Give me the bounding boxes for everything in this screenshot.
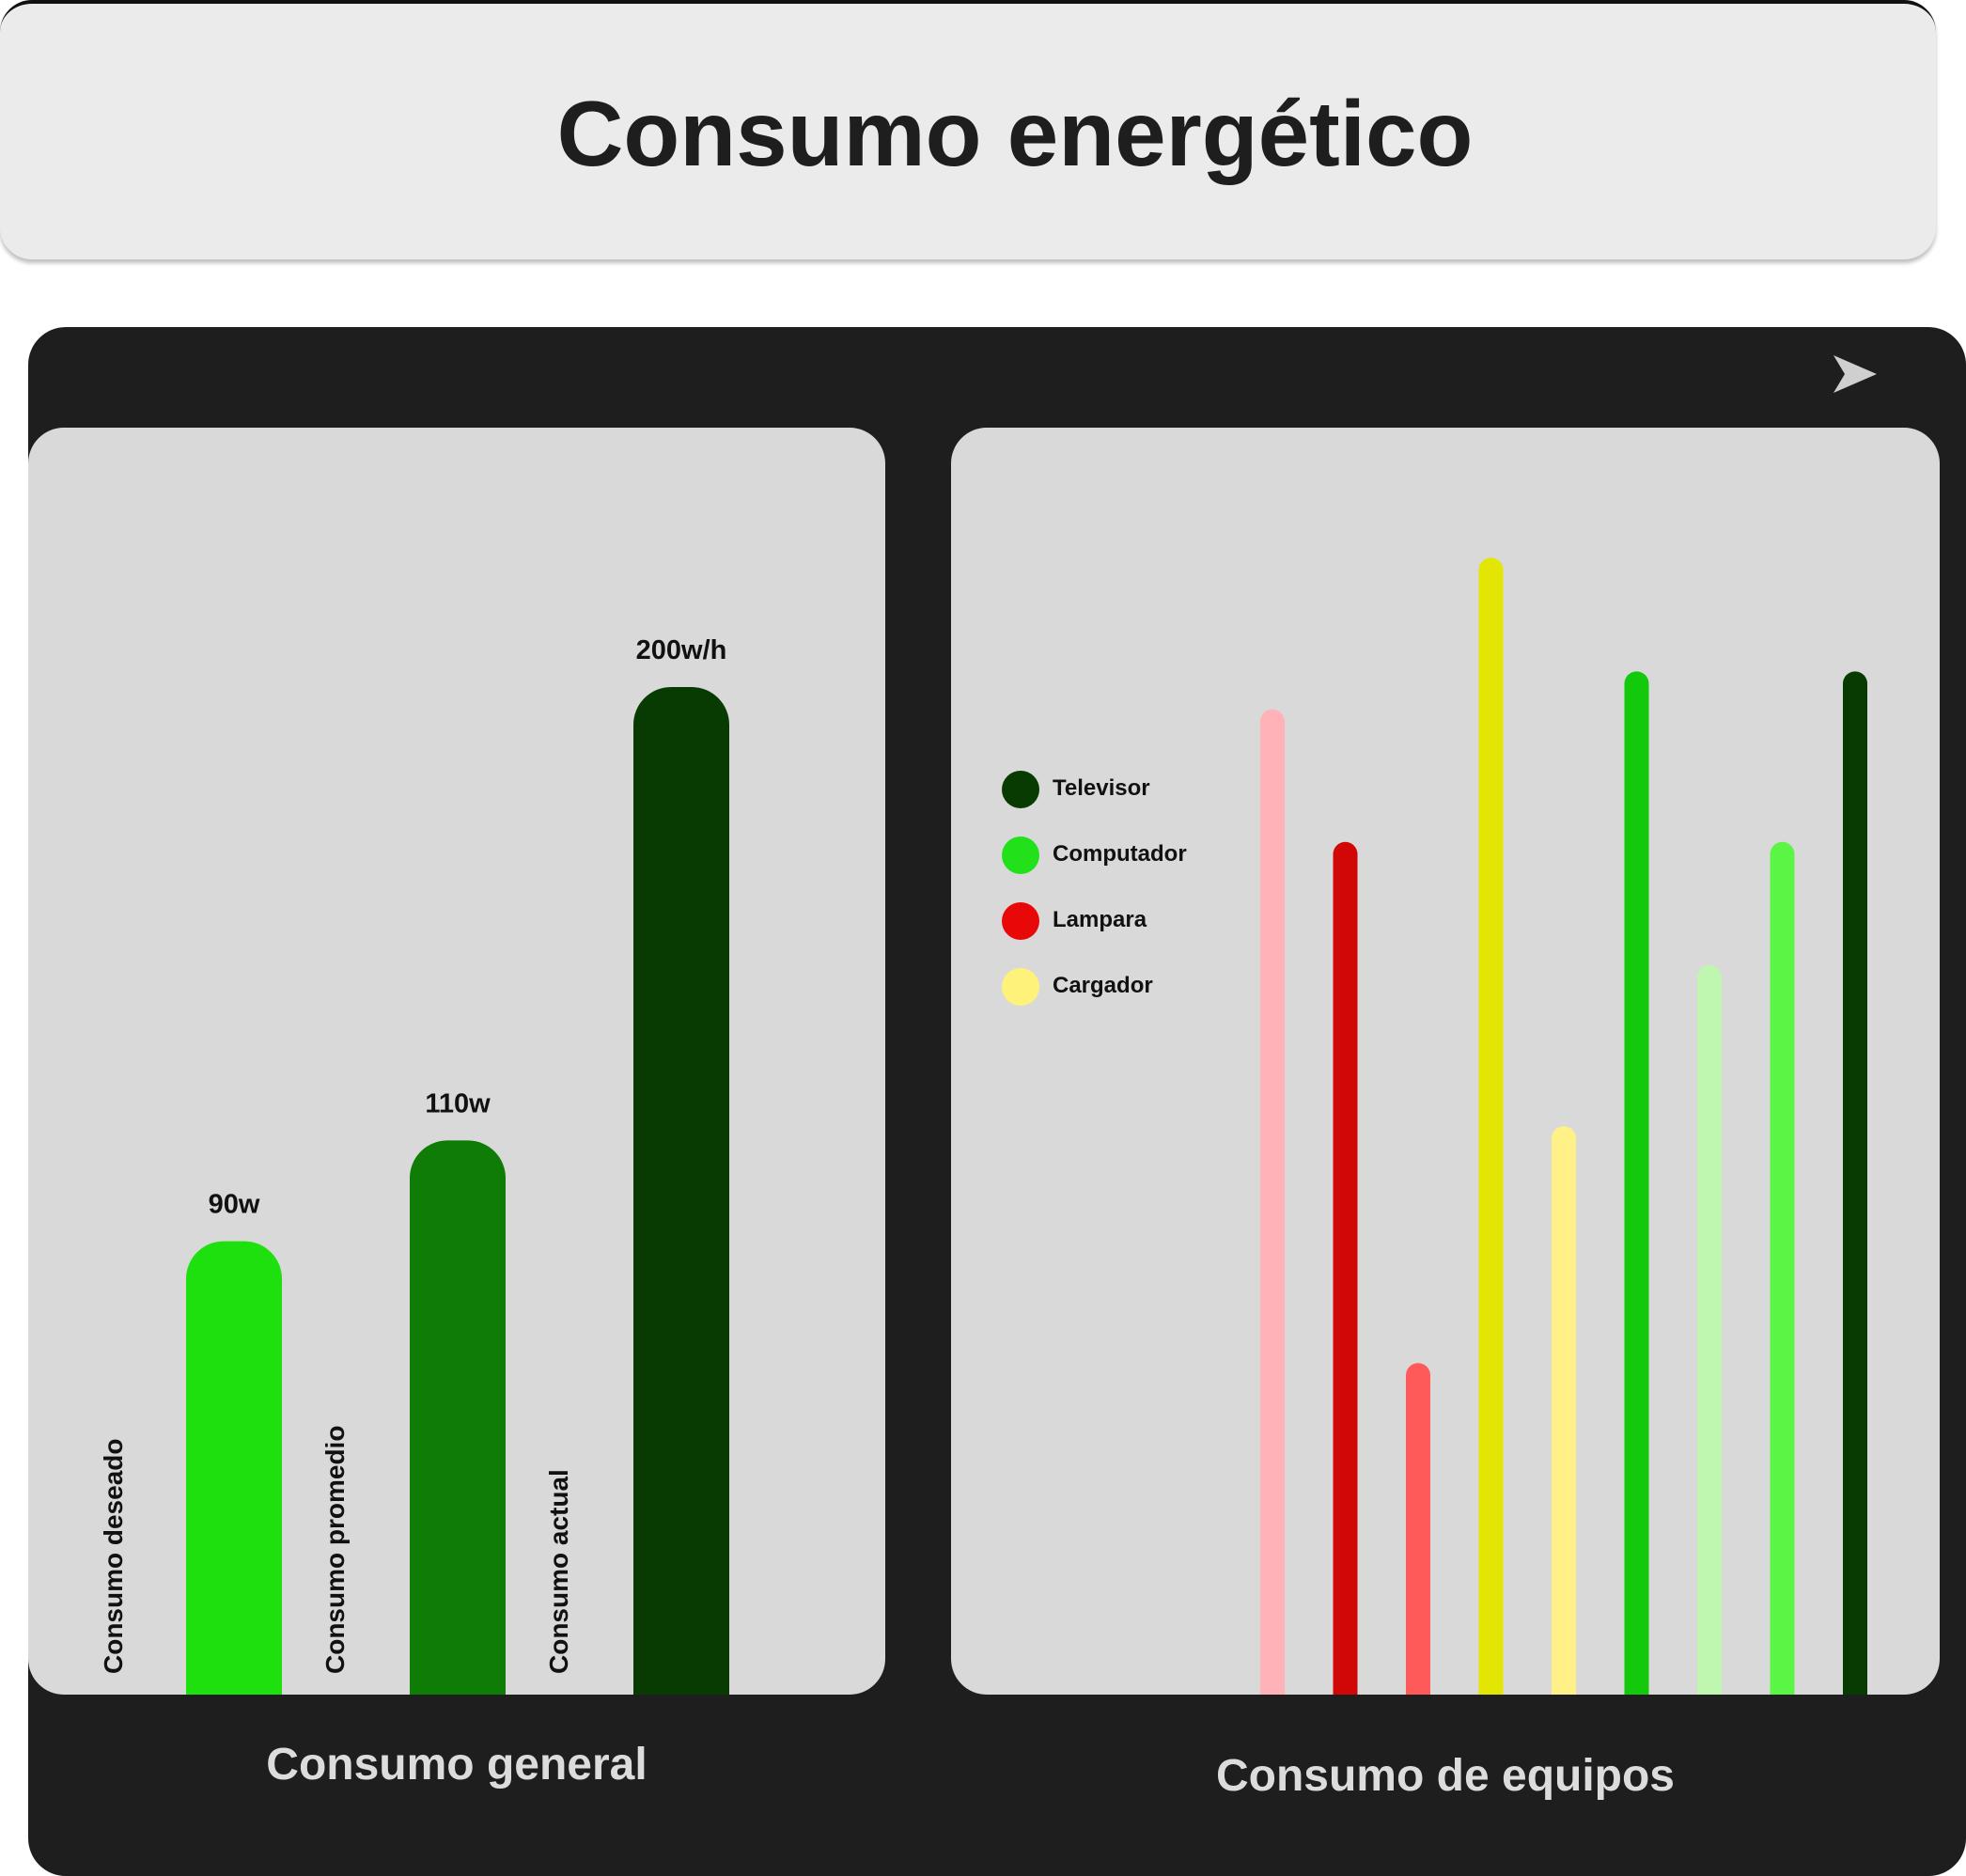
legend-label: Cargador — [1053, 973, 1153, 998]
equipos-bar — [1552, 1126, 1576, 1695]
page-title: Consumo energético — [556, 82, 1474, 185]
general-category-label: Consumo actual — [544, 1469, 573, 1674]
equipos-bar — [1260, 709, 1285, 1695]
equipos-bar-chart — [1260, 557, 1867, 1695]
legend-label: Computador — [1053, 841, 1187, 867]
equipos-bar — [1333, 841, 1358, 1695]
header-bar: Consumo energético — [0, 0, 1936, 259]
legend-dot-icon — [1002, 836, 1039, 874]
equipos-bar — [1624, 671, 1649, 1695]
general-chart-panel: 90w Consumo deseado 110w Consumo promedio 20… — [28, 428, 885, 1695]
general-bar-value-label: 200w/h — [636, 635, 727, 665]
general-chart-caption: Consumo general — [266, 1740, 648, 1790]
general-bar-value-label: 90w — [209, 1190, 260, 1220]
general-bar — [410, 1140, 506, 1695]
legend-label: Lampara — [1053, 907, 1147, 932]
general-bar-chart: 90w Consumo deseado 110w Consumo promedio 20… — [99, 635, 729, 1695]
general-bar-value-label: 110w — [425, 1088, 491, 1118]
equipos-chart-caption: Consumo de equipos — [1215, 1751, 1675, 1801]
equipos-bar — [1478, 557, 1504, 1695]
legend-label: Televisor — [1053, 775, 1150, 801]
equipos-bar — [1770, 841, 1795, 1695]
general-bar — [633, 687, 729, 1695]
legend-dot-icon — [1002, 902, 1039, 940]
general-category-label: Consumo deseado — [99, 1439, 128, 1674]
equipos-bar — [1843, 671, 1867, 1695]
equipos-bar — [1406, 1363, 1430, 1695]
legend-dot-icon — [1002, 968, 1039, 1006]
general-bar — [186, 1241, 282, 1695]
equipos-chart-panel: Televisor Computador Lampara Cargador — [951, 428, 1940, 1695]
legend-dot-icon — [1002, 771, 1039, 808]
general-category-label: Consumo promedio — [320, 1426, 350, 1674]
equipos-bar — [1697, 964, 1722, 1695]
send-icon[interactable] — [1832, 353, 1879, 395]
dashboard-card: 90w Consumo deseado 110w Consumo promedio 20… — [28, 327, 1966, 1876]
